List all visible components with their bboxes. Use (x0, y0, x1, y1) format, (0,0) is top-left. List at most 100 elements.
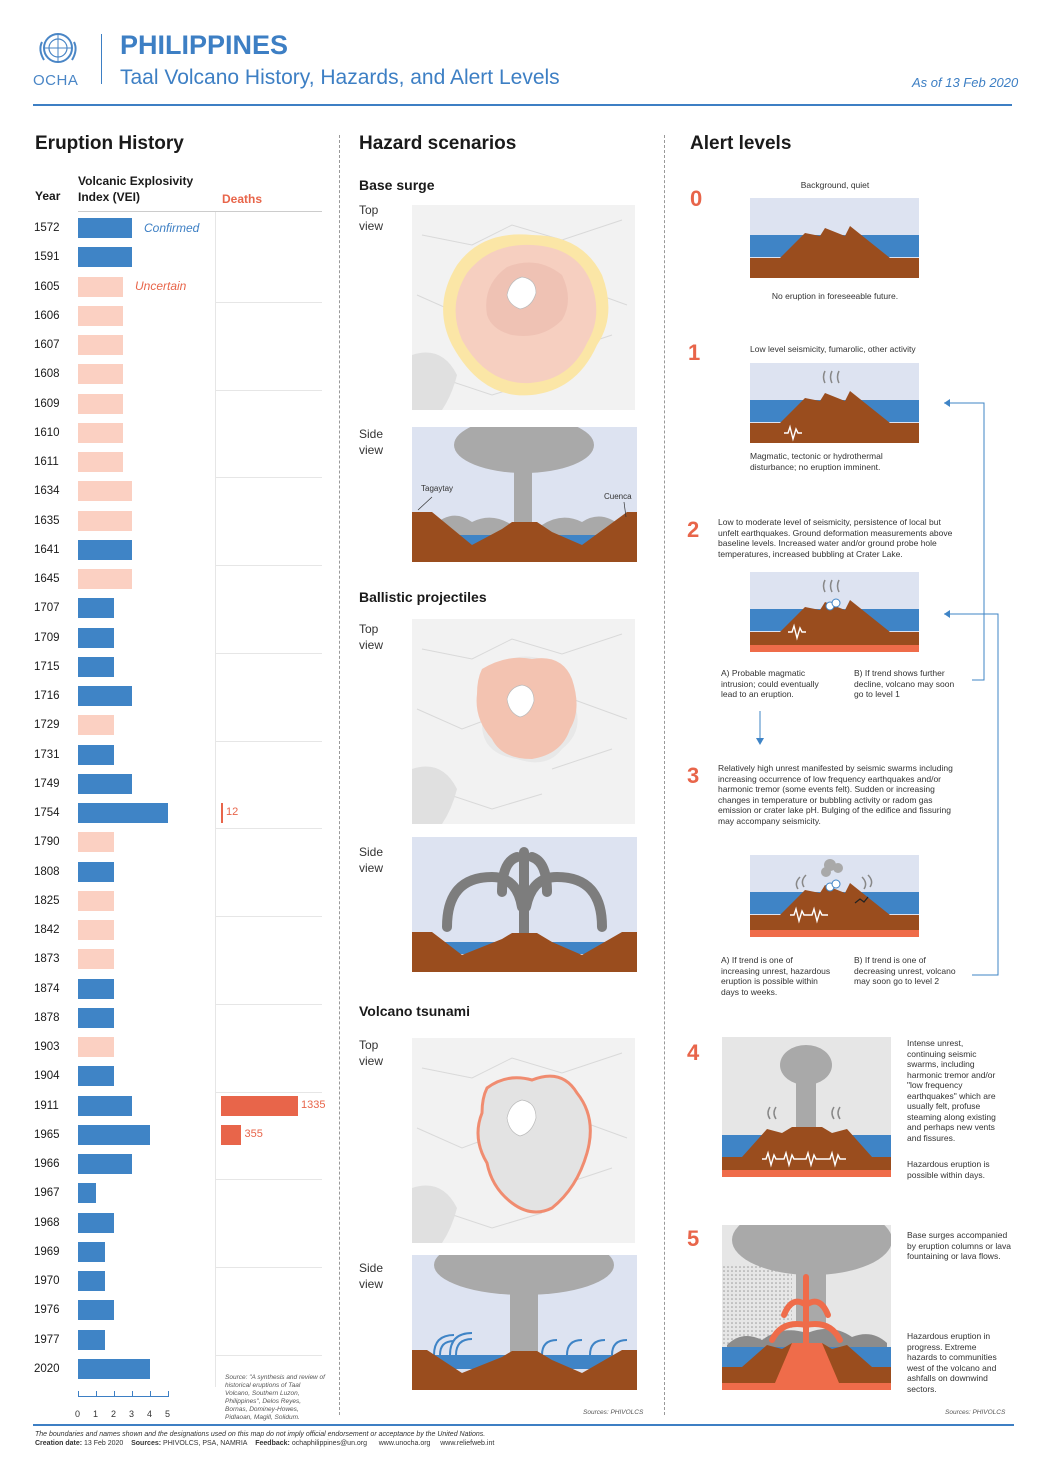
cuenca-label: Cuenca (604, 492, 632, 501)
column-separator (664, 135, 665, 1415)
top-label: Top (359, 1038, 379, 1052)
un-logo (36, 28, 80, 72)
vei-bar-confirmed (78, 978, 114, 999)
row-divider (215, 916, 322, 917)
reliefweb-link[interactable]: www.reliefweb.int (440, 1440, 495, 1447)
vei-bar-confirmed (78, 773, 132, 794)
axis-tick-label: 1 (93, 1409, 99, 1419)
table-row: 1709 (0, 627, 330, 654)
table-row: 1608 (0, 364, 330, 391)
vei-bar-uncertain (78, 364, 123, 385)
table-row: 1607 (0, 335, 330, 357)
table-row: 2020 (0, 1358, 330, 1381)
vei-bar-confirmed (78, 861, 114, 882)
axis-tick-label: 3 (129, 1409, 135, 1419)
side-view-label: Side view (359, 1260, 383, 1292)
table-row: 1903 (0, 1037, 330, 1059)
deaths-bar (221, 1124, 242, 1145)
l4-diagram (722, 1037, 891, 1177)
l3-top-text: Relatively high unrest manifested by sei… (718, 763, 953, 826)
tsunami-side-diagram (412, 1235, 637, 1390)
org-name: OCHA (33, 72, 79, 89)
vei-bar-confirmed (78, 1007, 114, 1028)
row-divider (215, 740, 322, 742)
table-row: 1729 (0, 715, 330, 742)
axis-tick-label: 2 (111, 1409, 117, 1419)
year-label: 1645 (34, 573, 60, 585)
table-row: 1825 (0, 890, 330, 917)
vei-bar-confirmed (78, 1241, 105, 1262)
top-label: Top (359, 622, 379, 636)
base-surge-title: Base surge (359, 177, 435, 193)
row-divider (215, 1179, 322, 1181)
header-rule (33, 104, 1012, 106)
vei-bar-confirmed (78, 656, 114, 677)
year-label: 1968 (34, 1216, 60, 1229)
axis-tick (150, 1391, 151, 1397)
vei-bar-uncertain (78, 890, 114, 911)
vei-bar-uncertain (78, 949, 114, 970)
feedback-email[interactable]: ochaphilippines@un.org (291, 1440, 368, 1447)
deaths-value: 12 (226, 806, 239, 818)
alert-level-2: 2 (687, 517, 700, 542)
year-label: 1878 (34, 1011, 60, 1024)
vei-bar-uncertain (78, 422, 123, 443)
year-label: 1808 (34, 865, 60, 878)
vei-bar-uncertain (78, 481, 132, 502)
year-label: 1911 (34, 1099, 59, 1112)
column-separator (339, 135, 340, 1415)
year-label: 1611 (34, 456, 59, 468)
vei-bar-confirmed (78, 627, 114, 648)
l5-text: Base surges accompanied by eruption colu… (907, 1230, 1011, 1261)
deaths-value: 1335 (301, 1098, 326, 1111)
year-label: 1634 (34, 485, 60, 498)
year-label: 1966 (34, 1158, 60, 1170)
vei-bar-confirmed (78, 1124, 150, 1145)
year-label: 1607 (34, 339, 60, 351)
table-row: 1874 (0, 978, 330, 1005)
vei-bar-uncertain (78, 393, 123, 414)
tsunami-top-map (412, 1038, 635, 1243)
year-label: 1965 (34, 1128, 60, 1141)
axis-tick (78, 1391, 79, 1397)
table-row: 1634 (0, 481, 330, 503)
table-row: 1605 (0, 276, 330, 303)
row-divider (215, 301, 322, 303)
table-row: 1572 (0, 218, 330, 240)
vei-bar-uncertain (78, 335, 123, 355)
vei-bar-confirmed (78, 803, 168, 823)
unocha-link[interactable]: www.unocha.org (378, 1440, 431, 1447)
table-row: 1904 (0, 1066, 330, 1093)
side-label: Side (359, 427, 384, 441)
base-surge-top-map (412, 205, 635, 410)
table-row: 1611 (0, 452, 330, 479)
l4-text2: Hazardous eruption is possible within da… (907, 1159, 990, 1180)
view-label: view (359, 219, 384, 233)
vei-bar-uncertain (78, 569, 132, 589)
year-label: 1731 (34, 748, 60, 761)
view-label: view (359, 443, 384, 457)
row-divider (215, 565, 322, 566)
table-row: 1610 (0, 422, 330, 445)
table-row: 1873 (0, 949, 330, 971)
header-divider (101, 34, 102, 84)
l1-top-text: Low level seismicity, fumarolic, other a… (750, 344, 916, 354)
year-label: 1729 (34, 719, 60, 732)
side-label: Side (359, 845, 384, 859)
sources-value: PHIVOLCS, PSA, NAMRIA (163, 1440, 248, 1447)
deaths-header: Deaths (222, 192, 263, 206)
year-label: 1610 (34, 426, 60, 439)
uncertain-legend: Uncertain (135, 279, 187, 293)
vei-bar-confirmed (78, 1300, 114, 1321)
l0-bottom-text: No eruption in foreseeable future. (771, 291, 899, 301)
year-label: 1903 (34, 1041, 60, 1053)
side-label: Side (359, 1261, 384, 1275)
year-label: 2020 (34, 1362, 60, 1375)
alerts-source: Sources: PHIVOLCS (945, 1409, 1006, 1416)
vei-bar-confirmed (78, 1329, 105, 1350)
l3-a-text: A) If trend is one of increasing unrest,… (721, 955, 831, 997)
top-view-label: Top view (359, 621, 383, 653)
vei-bar-uncertain (78, 920, 114, 940)
confirmed-legend: Confirmed (144, 221, 200, 235)
vei-bar-uncertain (78, 832, 114, 853)
